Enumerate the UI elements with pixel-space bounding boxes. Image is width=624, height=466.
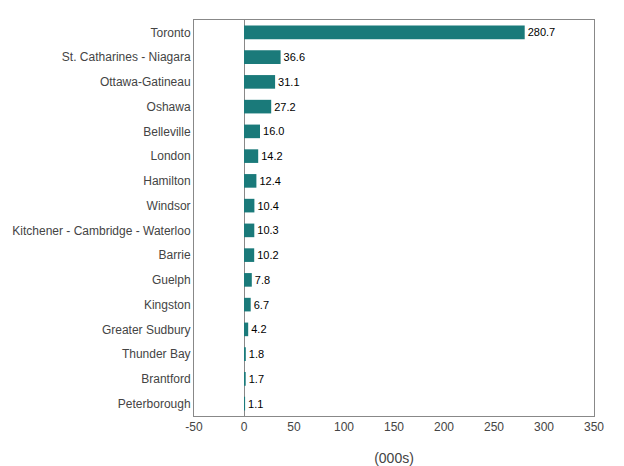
svg-text:1.8: 1.8 [249, 348, 264, 360]
svg-text:6.7: 6.7 [254, 299, 269, 311]
svg-text:-50: -50 [185, 420, 203, 434]
svg-text:London: London [151, 149, 191, 163]
svg-text:Guelph: Guelph [152, 273, 191, 287]
svg-text:50: 50 [287, 420, 301, 434]
svg-text:200: 200 [434, 420, 454, 434]
svg-text:12.4: 12.4 [259, 175, 280, 187]
svg-text:Peterborough: Peterborough [118, 397, 191, 411]
svg-text:(000s): (000s) [374, 450, 414, 466]
svg-text:27.2: 27.2 [274, 101, 295, 113]
svg-text:300: 300 [534, 420, 554, 434]
svg-text:16.0: 16.0 [263, 125, 284, 137]
svg-text:10.2: 10.2 [257, 249, 278, 261]
svg-text:7.8: 7.8 [255, 274, 270, 286]
svg-text:36.6: 36.6 [284, 51, 305, 63]
svg-text:250: 250 [484, 420, 504, 434]
svg-text:St. Catharines - Niagara: St. Catharines - Niagara [62, 50, 191, 64]
svg-text:Ottawa-Gatineau: Ottawa-Gatineau [100, 75, 191, 89]
svg-text:4.2: 4.2 [251, 323, 266, 335]
svg-text:Barrie: Barrie [159, 248, 191, 262]
svg-text:280.7: 280.7 [528, 26, 556, 38]
svg-text:Kingston: Kingston [144, 298, 191, 312]
svg-text:Greater Sudbury: Greater Sudbury [102, 323, 191, 337]
svg-text:10.4: 10.4 [257, 200, 278, 212]
svg-text:0: 0 [241, 420, 248, 434]
svg-text:1.1: 1.1 [248, 398, 263, 410]
svg-text:10.3: 10.3 [257, 224, 278, 236]
svg-text:Toronto: Toronto [151, 26, 191, 40]
svg-text:Hamilton: Hamilton [143, 174, 190, 188]
svg-text:350: 350 [584, 420, 604, 434]
svg-text:31.1: 31.1 [278, 76, 299, 88]
svg-text:Windsor: Windsor [147, 199, 191, 213]
svg-text:100: 100 [334, 420, 354, 434]
svg-text:Kitchener - Cambridge - Waterl: Kitchener - Cambridge - Waterloo [12, 224, 191, 238]
svg-text:1.7: 1.7 [249, 373, 264, 385]
svg-text:Thunder Bay: Thunder Bay [122, 347, 191, 361]
svg-text:Oshawa: Oshawa [147, 100, 191, 114]
svg-text:150: 150 [384, 420, 404, 434]
svg-text:14.2: 14.2 [261, 150, 282, 162]
svg-text:Belleville: Belleville [143, 125, 191, 139]
svg-text:Brantford: Brantford [141, 372, 190, 386]
